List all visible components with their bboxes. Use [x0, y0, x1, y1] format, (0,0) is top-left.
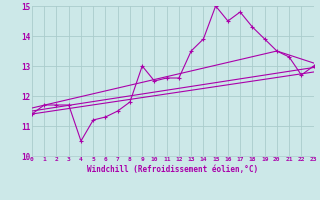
- X-axis label: Windchill (Refroidissement éolien,°C): Windchill (Refroidissement éolien,°C): [87, 165, 258, 174]
